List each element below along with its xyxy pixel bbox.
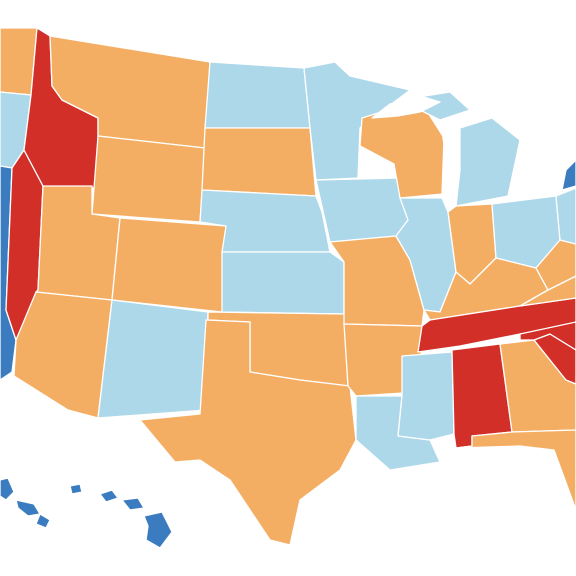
lake-superior <box>371 95 441 119</box>
state-tennessee[interactable] <box>417 297 576 353</box>
state-hawaii[interactable] <box>0 477 173 549</box>
state-minnesota[interactable] <box>303 61 411 181</box>
state-kansas[interactable] <box>221 251 345 315</box>
state-north-carolina[interactable] <box>519 321 576 351</box>
state-florida[interactable] <box>455 429 576 511</box>
state-west-virginia[interactable] <box>535 239 576 291</box>
state-new-mexico[interactable] <box>97 299 209 419</box>
state-colorado[interactable] <box>111 217 227 313</box>
state-iowa[interactable] <box>315 177 409 243</box>
state-new-york[interactable] <box>561 159 576 191</box>
state-wyoming[interactable] <box>91 135 206 223</box>
state-arizona[interactable] <box>13 291 113 419</box>
state-south-dakota[interactable] <box>201 127 317 197</box>
state-mississippi[interactable] <box>397 351 455 441</box>
lake-michigan <box>441 125 457 199</box>
state-north-dakota[interactable] <box>204 61 311 129</box>
state-pennsylvania[interactable] <box>555 187 576 245</box>
state-texas[interactable] <box>139 319 357 546</box>
